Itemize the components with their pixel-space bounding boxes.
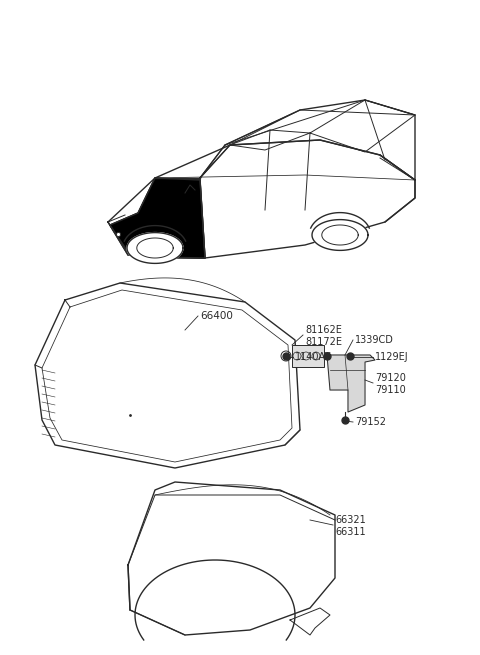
Polygon shape <box>327 355 375 412</box>
Polygon shape <box>110 178 205 258</box>
Text: 1129EJ: 1129EJ <box>375 352 408 362</box>
Text: 66400: 66400 <box>200 311 233 321</box>
Text: 81162E: 81162E <box>305 325 342 335</box>
Text: 79120: 79120 <box>375 373 406 383</box>
Text: 79110: 79110 <box>375 385 406 395</box>
Text: 1339CD: 1339CD <box>355 335 394 345</box>
Text: 81172E: 81172E <box>305 337 342 347</box>
Text: 79152: 79152 <box>355 417 386 427</box>
Text: 66321: 66321 <box>335 515 366 525</box>
Text: 66311: 66311 <box>335 527 366 537</box>
Polygon shape <box>312 219 368 250</box>
Polygon shape <box>127 233 183 263</box>
Text: 1140AT: 1140AT <box>295 352 331 362</box>
Bar <box>292 345 324 367</box>
